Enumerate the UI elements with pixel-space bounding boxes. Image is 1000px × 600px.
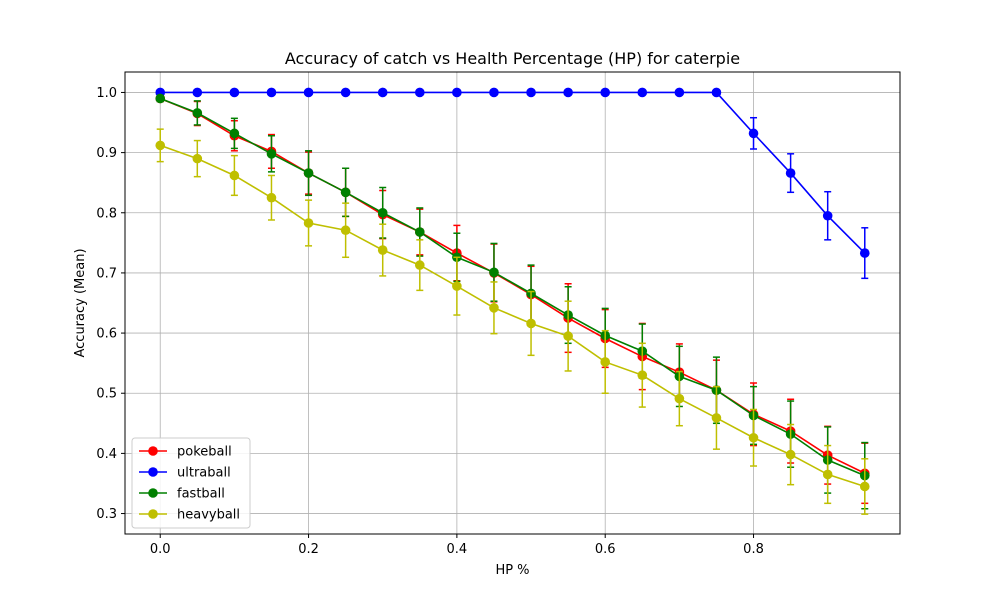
data-point-heavyball <box>229 170 240 181</box>
data-point-ultraball <box>489 87 499 98</box>
data-point-heavyball <box>859 481 870 492</box>
data-point-fastball <box>377 207 388 218</box>
data-point-heavyball <box>414 260 425 270</box>
series-line-heavyball <box>159 144 866 488</box>
data-point-heavyball <box>377 245 388 255</box>
data-point-ultraball <box>377 87 388 98</box>
data-point-heavyball <box>785 449 796 460</box>
data-point-heavyball <box>192 153 203 164</box>
data-point-heavyball <box>155 140 166 151</box>
series-line-fastball <box>159 97 866 477</box>
y-tick-label: 0.7 <box>96 266 117 281</box>
y-tick-label: 0.6 <box>96 327 117 342</box>
legend-item-pokeball: pokeball <box>139 445 232 460</box>
series-line-ultraball <box>160 91 866 254</box>
data-point-ultraball <box>600 87 611 98</box>
data-point-heavyball <box>526 318 536 329</box>
data-point-ultraball <box>711 87 722 98</box>
plot-frame <box>124 71 901 535</box>
data-point-heavyball <box>748 432 759 443</box>
legend-box <box>131 437 251 529</box>
tick-layer: 0.0 0.2 0.4 0.6 0.8 0.3 0.4 0.5 0.6 0.7 0.8 0.9 1.0 <box>96 86 764 557</box>
x-tick-label: 0.4 <box>447 542 468 557</box>
y-tick-label: 0.4 <box>96 447 117 462</box>
data-point-heavyball <box>266 192 277 203</box>
legend-marker <box>148 467 158 477</box>
data-point-heavyball <box>563 331 573 341</box>
data-point-ultraball <box>414 87 425 98</box>
data-point-heavyball <box>600 357 611 367</box>
legend-label: pokeball <box>177 445 232 460</box>
y-axis-label: Accuracy (Mean) <box>73 248 88 357</box>
legend-item-heavyball: heavyball <box>139 508 240 523</box>
data-point-ultraball <box>748 128 759 139</box>
data-point-ultraball <box>266 87 277 98</box>
data-point-fastball <box>192 108 203 118</box>
data-point-ultraball <box>192 87 203 98</box>
data-point-fastball <box>489 267 499 278</box>
legend-marker <box>148 446 158 456</box>
legend-label: heavyball <box>177 508 240 523</box>
data-point-fastball <box>155 93 166 104</box>
data-point-ultraball <box>340 87 351 98</box>
legend-item-ultraball: ultraball <box>139 466 231 481</box>
y-tick-label: 0.3 <box>96 507 117 522</box>
data-point-heavyball <box>489 303 499 313</box>
data-point-heavyball <box>637 370 648 380</box>
legend-marker <box>148 488 158 498</box>
legend: pokeball ultraball fastball heavyball <box>131 437 251 529</box>
data-point-ultraball <box>229 87 240 98</box>
series-layer <box>155 87 870 515</box>
data-point-fastball <box>266 149 277 159</box>
legend-marker <box>148 509 158 519</box>
series-heavyball <box>155 128 870 515</box>
data-point-ultraball <box>637 87 648 98</box>
y-tick-label: 0.8 <box>96 206 117 221</box>
data-point-heavyball <box>674 393 685 404</box>
data-point-ultraball <box>822 210 833 221</box>
data-point-ultraball <box>674 87 685 98</box>
data-point-ultraball <box>785 168 796 178</box>
data-point-ultraball <box>859 248 870 258</box>
data-point-ultraball <box>452 87 462 98</box>
data-point-ultraball <box>526 87 536 98</box>
data-point-ultraball <box>563 87 573 98</box>
chart-title: Accuracy of catch vs Health Percentage (… <box>285 49 740 68</box>
legend-label: fastball <box>177 487 225 502</box>
data-point-ultraball <box>303 87 314 98</box>
x-tick-label: 0.0 <box>150 542 171 557</box>
y-tick-label: 1.0 <box>96 86 117 101</box>
x-axis-label: HP % <box>495 563 529 578</box>
series-ultraball <box>155 87 870 280</box>
x-tick-label: 0.6 <box>595 542 616 557</box>
data-point-heavyball <box>711 413 722 423</box>
y-tick-label: 0.9 <box>96 146 117 161</box>
data-point-fastball <box>414 227 425 237</box>
x-tick-label: 0.8 <box>743 542 764 557</box>
legend-item-fastball: fastball <box>139 487 225 502</box>
data-point-heavyball <box>303 218 314 228</box>
data-point-fastball <box>340 187 351 198</box>
x-tick-label: 0.2 <box>298 542 319 557</box>
legend-label: ultraball <box>177 466 231 481</box>
data-point-fastball <box>229 128 240 139</box>
data-point-fastball <box>303 168 314 178</box>
data-point-heavyball <box>340 225 351 236</box>
data-point-heavyball <box>822 469 833 480</box>
data-point-heavyball <box>452 281 462 291</box>
y-tick-label: 0.5 <box>96 387 117 402</box>
